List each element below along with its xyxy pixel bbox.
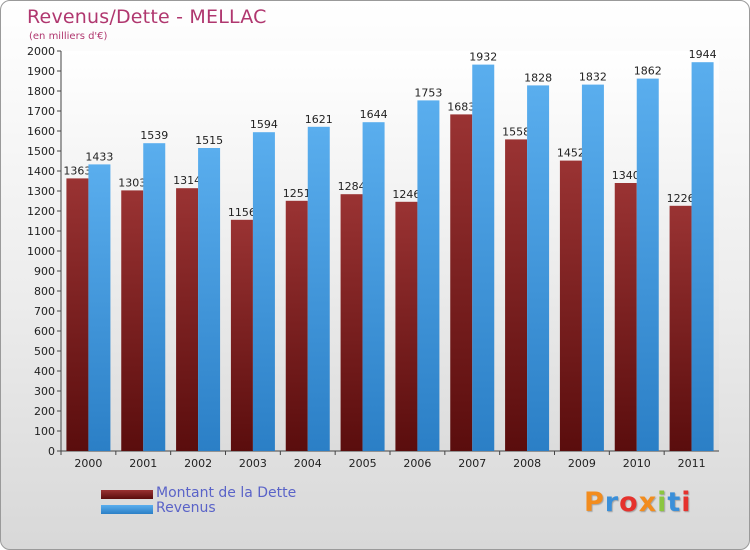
bar-dette — [230, 219, 253, 451]
y-tick-label: 400 — [34, 365, 55, 378]
data-label: 1303 — [118, 176, 146, 189]
y-tick-label: 800 — [34, 285, 55, 298]
logo-letter: i — [681, 487, 692, 518]
logo-letter: i — [657, 487, 668, 518]
data-label: 1832 — [579, 71, 607, 84]
x-tick-label: 2004 — [294, 457, 322, 470]
data-label: 1340 — [612, 169, 640, 182]
bar-dette — [669, 205, 692, 451]
data-label: 1683 — [447, 100, 475, 113]
proxiti-logo: Proxiti — [584, 487, 692, 518]
bar-revenus — [527, 85, 550, 452]
x-tick-label: 2001 — [129, 457, 157, 470]
data-label: 1862 — [634, 65, 662, 78]
bar-chart: 0 100 200 300 400 500 600 700 800 900 1000 1100 1200… — [27, 45, 719, 470]
data-label: 1251 — [283, 187, 311, 200]
bar-dette — [505, 139, 528, 451]
y-tick-label: 1200 — [27, 205, 55, 218]
legend-label-debt: Montant de la Dette — [156, 485, 297, 501]
y-tick-label: 1900 — [27, 65, 55, 78]
bar-dette — [450, 114, 473, 452]
logo-letter: t — [667, 487, 682, 518]
x-tick-label: 2005 — [349, 457, 377, 470]
data-label: 1515 — [195, 134, 223, 147]
data-label: 1284 — [338, 180, 366, 193]
data-label: 1156 — [228, 206, 256, 219]
logo-letter: x — [638, 487, 658, 518]
data-label: 1753 — [414, 86, 442, 99]
data-label: 1363 — [63, 164, 91, 177]
bar-dette — [121, 190, 144, 451]
y-tick-label: 500 — [34, 345, 55, 358]
bar-revenus — [252, 132, 275, 451]
y-tick-label: 1600 — [27, 125, 55, 138]
y-tick-label: 200 — [34, 405, 55, 418]
chart-subtitle: (en milliers d'€) — [29, 31, 108, 42]
bar-revenus — [198, 148, 221, 451]
bar-dette — [614, 183, 637, 451]
data-label: 1944 — [689, 48, 717, 61]
y-tick-label: 100 — [34, 425, 55, 438]
y-tick-label: 1700 — [27, 105, 55, 118]
y-tick-label: 900 — [34, 265, 55, 278]
y-tick-label: 700 — [34, 305, 55, 318]
x-tick-label: 2008 — [513, 457, 541, 470]
logo-letter: r — [604, 487, 620, 518]
data-label: 1558 — [502, 125, 530, 138]
x-tick-label: 2003 — [239, 457, 267, 470]
bar-revenus — [362, 122, 385, 451]
data-label: 1644 — [360, 108, 388, 121]
y-tick-label: 1300 — [27, 185, 55, 198]
y-tick-label: 600 — [34, 325, 55, 338]
y-tick-label: 300 — [34, 385, 55, 398]
x-tick-label: 2006 — [403, 457, 431, 470]
bar-dette — [395, 201, 418, 451]
data-label: 1932 — [469, 51, 497, 64]
x-tick-label: 2010 — [623, 457, 651, 470]
bar-revenus — [88, 164, 111, 451]
y-tick-label: 1800 — [27, 85, 55, 98]
data-label: 1433 — [85, 150, 113, 163]
data-label: 1539 — [140, 129, 168, 142]
logo-letter: o — [619, 487, 639, 518]
data-label: 1594 — [250, 118, 278, 131]
bar-dette — [340, 194, 363, 451]
bar-revenus — [691, 62, 714, 451]
chart-title: Revenus/Dette - MELLAC — [27, 6, 267, 28]
data-label: 1621 — [305, 113, 333, 126]
y-tick-label: 2000 — [27, 45, 55, 58]
bar-dette — [559, 160, 582, 451]
logo-letter: P — [584, 487, 605, 518]
data-label: 1226 — [667, 192, 695, 205]
data-label: 1452 — [557, 147, 585, 160]
legend-label-revenus: Revenus — [156, 500, 216, 516]
legend-swatch-revenus — [101, 505, 153, 514]
bar-revenus — [472, 64, 495, 451]
bar-dette — [285, 200, 308, 451]
x-tick-label: 2009 — [568, 457, 596, 470]
data-label: 1828 — [524, 71, 552, 84]
y-tick-label: 1100 — [27, 225, 55, 238]
bar-revenus — [143, 143, 166, 451]
x-tick-label: 2002 — [184, 457, 212, 470]
plot-area — [61, 51, 719, 451]
x-tick-label: 2000 — [74, 457, 102, 470]
bar-dette — [66, 178, 89, 451]
bar-revenus — [581, 84, 604, 451]
legend-swatch-debt — [101, 490, 153, 499]
bar-revenus — [417, 100, 440, 452]
data-label: 1246 — [392, 188, 420, 201]
data-label: 1314 — [173, 174, 201, 187]
x-tick-label: 2011 — [678, 457, 706, 470]
y-tick-label: 1500 — [27, 145, 55, 158]
x-tick-label: 2007 — [458, 457, 486, 470]
bar-revenus — [636, 78, 659, 451]
y-tick-label: 1000 — [27, 245, 55, 258]
y-tick-label: 1400 — [27, 165, 55, 178]
bar-dette — [176, 188, 199, 451]
bar-revenus — [307, 126, 330, 452]
y-tick-label: 0 — [48, 445, 55, 458]
